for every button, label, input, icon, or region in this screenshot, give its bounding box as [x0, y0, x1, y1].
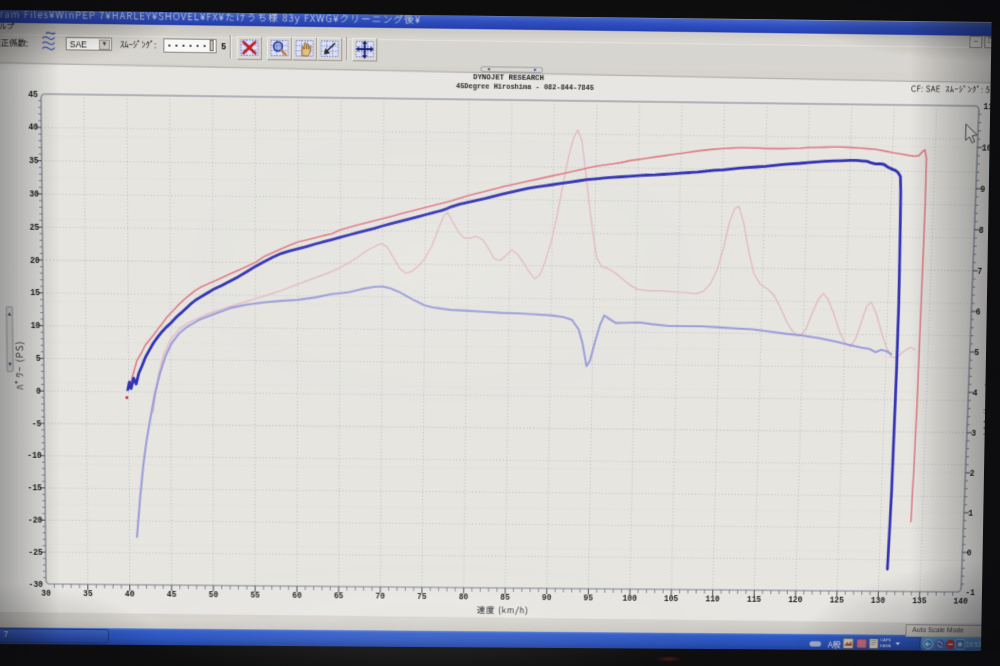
svg-text:KANA: KANA [880, 644, 891, 649]
svg-text:130: 130 [871, 597, 886, 607]
svg-text:45: 45 [167, 591, 177, 601]
svg-text:50: 50 [209, 591, 219, 601]
svg-text:5: 5 [974, 348, 979, 358]
svg-text:7: 7 [3, 630, 8, 640]
svg-text:-25: -25 [28, 548, 43, 558]
svg-text:60: 60 [292, 592, 302, 602]
svg-text:1: 1 [968, 509, 973, 519]
svg-text:125: 125 [829, 596, 844, 606]
svg-text:2: 2 [970, 469, 975, 479]
svg-text:-10: -10 [27, 451, 42, 461]
svg-text:90: 90 [542, 594, 552, 604]
svg-text:-1: -1 [965, 588, 975, 598]
svg-text:-5: -5 [32, 419, 42, 429]
svg-text:110: 110 [705, 595, 720, 605]
svg-text:6: 6 [976, 307, 981, 317]
svg-text:4: 4 [973, 388, 978, 398]
svg-text:0: 0 [967, 548, 972, 558]
svg-text:105: 105 [664, 595, 679, 605]
svg-text:8: 8 [979, 226, 984, 236]
svg-text:7: 7 [977, 267, 982, 277]
svg-text:40: 40 [28, 123, 38, 133]
svg-text:45: 45 [28, 89, 38, 99]
svg-text:100: 100 [622, 594, 637, 604]
svg-text:30: 30 [29, 190, 39, 200]
svg-text:135: 135 [912, 597, 927, 607]
svg-text:-15: -15 [27, 484, 42, 494]
svg-text:25: 25 [29, 223, 39, 233]
svg-text:-30: -30 [29, 580, 44, 590]
svg-text:5: 5 [221, 42, 226, 52]
svg-text:0: 0 [36, 387, 41, 397]
svg-text:55: 55 [250, 591, 260, 601]
svg-text:35: 35 [29, 156, 39, 166]
svg-text:70: 70 [375, 592, 385, 602]
svg-text:140: 140 [953, 597, 968, 607]
svg-text:75: 75 [417, 593, 427, 603]
svg-text:9: 9 [980, 184, 985, 194]
svg-text:65: 65 [334, 592, 344, 602]
svg-text:CAPS: CAPS [880, 638, 891, 643]
svg-text:30: 30 [41, 589, 51, 599]
svg-text:10: 10 [31, 321, 41, 331]
svg-text:115: 115 [747, 596, 762, 606]
svg-text:85: 85 [500, 593, 510, 603]
svg-text:15: 15 [30, 289, 40, 299]
svg-text:35: 35 [83, 590, 93, 600]
svg-text:80: 80 [459, 593, 469, 603]
svg-text:5: 5 [36, 354, 41, 364]
svg-text:-20: -20 [28, 516, 43, 526]
svg-text:DYNOJET RESEARCH: DYNOJET RESEARCH [473, 75, 544, 84]
svg-text:20: 20 [30, 256, 40, 266]
svg-text:40: 40 [125, 590, 135, 600]
svg-text:95: 95 [583, 594, 593, 604]
svg-text:3: 3 [971, 429, 976, 439]
svg-text:120: 120 [788, 596, 803, 606]
svg-text:19:53: 19:53 [966, 642, 982, 649]
